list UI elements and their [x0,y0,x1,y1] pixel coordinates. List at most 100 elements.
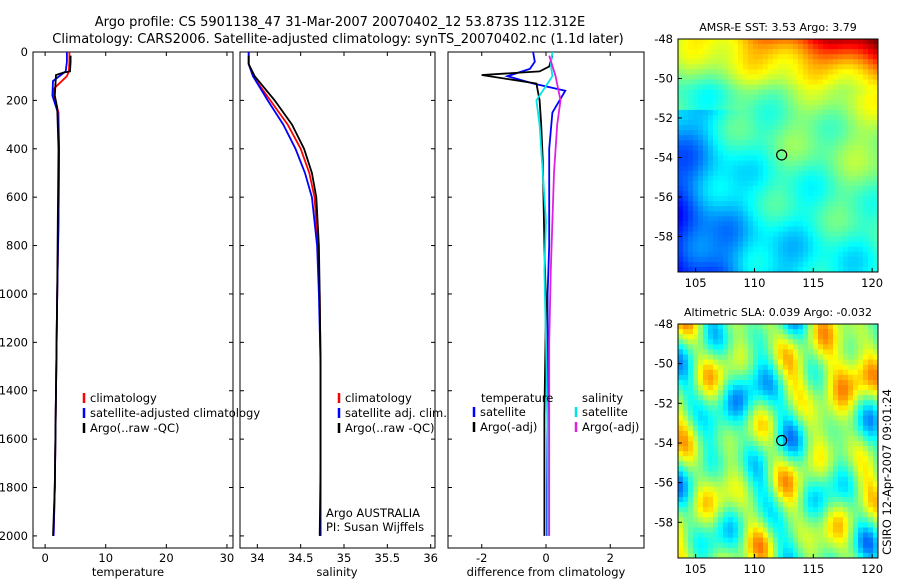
sst-map-cell [688,190,694,197]
sst-map-cell [703,175,709,182]
sla-map-cell [818,446,824,452]
sst-map-cell [853,54,859,60]
sla-map-cell [763,415,769,422]
sst-map-cell [683,94,689,101]
sla-map-cell [683,502,689,508]
sla-map-cell [678,425,684,432]
sla-map-cell [803,344,809,350]
sla-map-cell [718,542,724,549]
sla-map-cell [758,359,764,366]
sst-map-cell [778,185,784,192]
sst-map-cell [738,89,744,96]
sla-map-cell [698,527,704,533]
sst-map-cell [873,104,879,111]
sla-map-cell [753,446,759,452]
sst-map-cell [873,145,879,151]
sla-map-cell [768,552,774,559]
sst-map-cell [808,150,814,156]
sla-map-cell [708,532,714,539]
sla-map-cell [693,456,699,462]
sst-map-cell [748,44,754,50]
sst-map-cell [748,175,754,182]
sst-map-cell [823,201,829,207]
sla-map-cell [803,532,809,539]
sst-map-cell [763,266,769,273]
sst-map-cell [713,99,719,106]
sla-map-cell [758,532,764,539]
sla-map-cell [843,486,849,493]
sst-map-cell [808,84,814,91]
sla-map-cell [868,471,874,478]
sla-map-cell [693,451,699,457]
sla-map-cell [733,420,739,427]
sst-map-cell [693,170,699,177]
sla-map-cell [743,471,749,478]
sla-map-cell [848,461,854,467]
sst-map-cell [788,49,794,55]
sla-map-cell [868,542,874,549]
sla-map-cell [863,496,869,503]
sst-map-cell [768,109,774,116]
sst-map-cell [718,155,724,161]
sst-map-cell [798,114,804,121]
sla-map-cell [758,486,764,493]
sst-map-cell [768,196,774,202]
sla-map-cell [763,547,769,554]
sla-map-cell [848,486,854,493]
sst-map-cell [853,190,859,197]
sla-map-cell [718,451,724,457]
sla-map-cell [843,354,849,361]
sla-map-cell [688,385,694,391]
sla-map-cell [828,547,834,554]
sst-map-cell [793,261,799,268]
sla-map-cell [688,547,694,554]
diff-sal-sat-legend-label: satellite [582,405,628,419]
sst-map-cell [783,261,789,268]
sla-map-cell [848,334,854,340]
sla-map-cell [808,359,814,366]
sla-map-cell [818,354,824,361]
sla-map-cell [738,486,744,493]
sst-map-cell [813,246,819,253]
sla-map-cell [823,441,829,447]
sla-map-cell [813,354,819,361]
sla-map-cell [833,517,839,523]
sla-map-cell [768,369,774,376]
sst-map-cell [768,231,774,237]
sst-map-cell [713,114,719,121]
temp-xtick-label: 20 [159,551,174,565]
sla-map-cell [688,517,694,523]
sla-map-cell [863,430,869,437]
sla-map-cell [803,456,809,462]
sla-map-cell [823,415,829,422]
sla-map-cell [843,512,849,518]
sst-map-cell [803,160,809,167]
sla-ytick-label: -52 [654,396,673,410]
credit-text: CSIRO 12-Apr-2007 09:01:24 [880,389,894,555]
sst-map-cell [788,160,794,167]
sst-map-cell [778,170,784,177]
sla-map-cell [783,364,789,371]
diff-xtick-label: -2 [476,551,487,565]
sla-map-cell [743,476,749,483]
sst-map-cell [793,89,799,96]
sst-map-cell [718,39,724,45]
sla-map-cell [733,476,739,483]
sst-map-cell [793,211,799,217]
sla-map-cell [718,329,724,335]
sla-map-cell [813,385,819,391]
sla-map-cell [798,425,804,432]
sla-map-cell [753,395,759,401]
sst-map-cell [778,226,784,232]
sst-map-cell [873,196,879,202]
sst-map-cell [783,49,789,55]
sst-map-cell [713,109,719,116]
sst-map-cell [718,109,724,116]
sst-map-cell [843,94,849,101]
sst-map-cell [838,165,844,172]
sst-map-cell [758,211,764,217]
sla-map-cell [743,446,749,452]
sst-map-cell [708,130,714,136]
sst-map-cell [818,165,824,172]
sla-map-cell [828,425,834,432]
